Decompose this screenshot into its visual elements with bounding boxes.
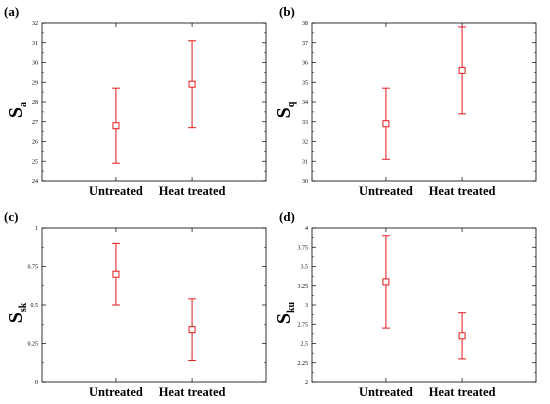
y-tick-label: 3.25 bbox=[298, 284, 309, 290]
y-tick-label: 34 bbox=[302, 100, 308, 106]
data-point bbox=[381, 235, 390, 329]
x-category-label: Untreated bbox=[359, 184, 413, 198]
square-marker bbox=[382, 120, 390, 128]
y-tick-label: 27 bbox=[32, 120, 38, 126]
square-marker bbox=[188, 80, 196, 88]
data-point bbox=[111, 242, 120, 306]
square-marker bbox=[112, 122, 120, 130]
y-tick-label: 24 bbox=[32, 179, 38, 185]
data-point bbox=[458, 26, 467, 115]
y-tick-label: 31 bbox=[32, 41, 38, 47]
y-axis-label: Sq bbox=[273, 101, 297, 118]
x-category-label: Untreated bbox=[89, 184, 143, 198]
x-category-label: Heat treated bbox=[159, 385, 226, 399]
y-axis-label-main: S bbox=[273, 107, 295, 118]
y-tick-label: 2.25 bbox=[298, 361, 309, 367]
plot-frame bbox=[41, 227, 267, 383]
y-tick-label: 26 bbox=[32, 140, 38, 146]
panel-2: 30 31 32 33 34 35 36 37 38 Untreated Heat treated (… bbox=[273, 4, 537, 198]
y-tick-label: 37 bbox=[302, 41, 308, 47]
plot-frame bbox=[41, 22, 267, 182]
x-category-label: Heat treated bbox=[429, 184, 496, 198]
y-axis-label-main: S bbox=[5, 312, 27, 323]
square-marker bbox=[112, 270, 120, 278]
x-category-label: Heat treated bbox=[429, 385, 496, 399]
y-tick-label: 0.25 bbox=[28, 342, 39, 348]
square-marker bbox=[458, 332, 466, 340]
y-axis-label: Sa bbox=[5, 102, 29, 118]
y-tick-label: 35 bbox=[302, 80, 308, 86]
square-marker bbox=[382, 278, 390, 286]
data-point bbox=[458, 312, 467, 360]
panel-label: (c) bbox=[4, 209, 18, 224]
panel-label: (a) bbox=[4, 4, 19, 19]
y-axis-label-main: S bbox=[5, 107, 27, 118]
y-axis-label-sub: q bbox=[286, 101, 297, 107]
y-tick-label: 33 bbox=[302, 120, 308, 126]
y-tick-label: 2.75 bbox=[298, 322, 309, 328]
y-tick-label: 28 bbox=[32, 100, 38, 106]
y-tick-label: 29 bbox=[32, 80, 38, 86]
y-tick-label: 31 bbox=[302, 159, 308, 165]
square-marker bbox=[458, 66, 466, 74]
plot-frame bbox=[311, 22, 537, 182]
y-tick-label: 30 bbox=[32, 61, 38, 67]
y-tick-label: 30 bbox=[302, 179, 308, 185]
y-axis-label-main: S bbox=[273, 313, 295, 324]
panel-3: 0 0.25 0.5 0.75 1 Untreated Heat treated (c) Ssk bbox=[4, 209, 267, 399]
y-tick-label: 3.5 bbox=[301, 265, 309, 271]
y-tick-label: 38 bbox=[302, 21, 308, 27]
x-category-label: Untreated bbox=[359, 385, 413, 399]
data-point bbox=[381, 87, 390, 160]
y-axis-label-sub: sk bbox=[18, 302, 29, 312]
y-tick-label: 4 bbox=[305, 226, 308, 232]
y-axis-label-sub: ku bbox=[286, 301, 297, 313]
data-point bbox=[188, 40, 197, 129]
panel-4: 2 2.25 2.5 2.75 3 3.25 3.5 3.75 4 Untreated Heat t… bbox=[273, 209, 537, 399]
y-tick-label: 0.75 bbox=[28, 265, 39, 271]
data-point bbox=[188, 298, 197, 361]
plot-frame bbox=[311, 227, 537, 383]
panel-label: (d) bbox=[279, 209, 295, 224]
y-tick-label: 2 bbox=[305, 380, 308, 386]
y-tick-label: 2.5 bbox=[301, 342, 309, 348]
y-tick-label: 3.75 bbox=[298, 245, 309, 251]
y-axis-label-sub: a bbox=[18, 102, 29, 107]
y-tick-label: 0.5 bbox=[31, 303, 39, 309]
y-tick-label: 0 bbox=[35, 380, 38, 386]
y-tick-label: 3 bbox=[305, 303, 308, 309]
panel-1: 24 25 26 27 28 29 30 31 32 Untreated Heat treated (… bbox=[4, 4, 267, 198]
data-point bbox=[111, 87, 120, 164]
y-tick-label: 1 bbox=[35, 226, 38, 232]
y-tick-label: 32 bbox=[32, 21, 38, 27]
y-axis-label: Ssk bbox=[5, 302, 29, 323]
y-axis-label: Sku bbox=[273, 301, 297, 324]
y-tick-label: 36 bbox=[302, 61, 308, 67]
panel-label: (b) bbox=[279, 4, 295, 19]
x-category-label: Heat treated bbox=[159, 184, 226, 198]
square-marker bbox=[188, 326, 196, 334]
y-tick-label: 25 bbox=[32, 159, 38, 165]
y-tick-label: 32 bbox=[302, 140, 308, 146]
x-category-label: Untreated bbox=[89, 385, 143, 399]
